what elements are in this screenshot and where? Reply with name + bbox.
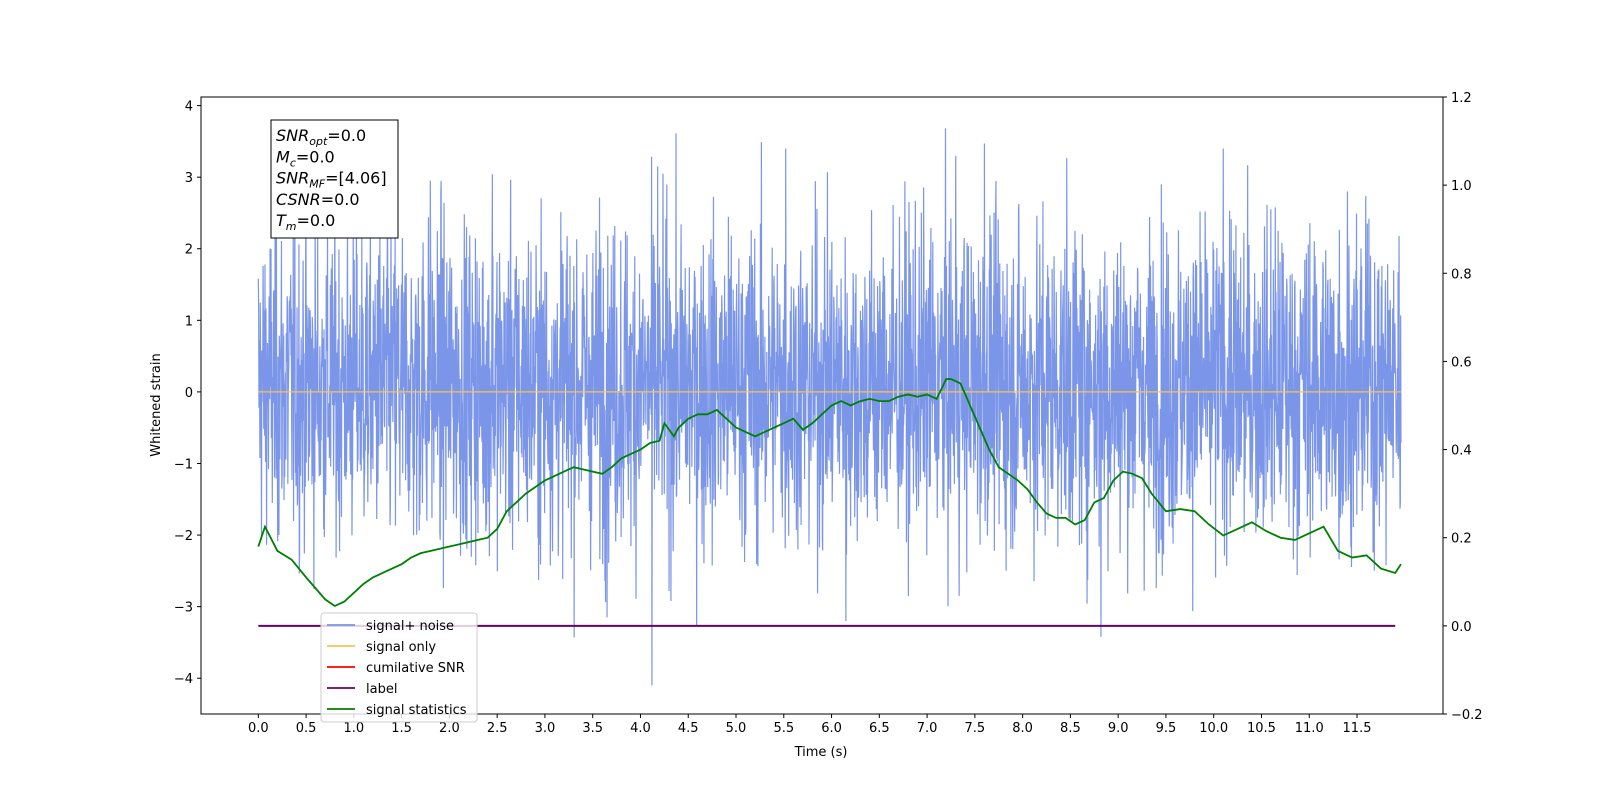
x-tick-label: 5.5 bbox=[773, 721, 794, 736]
x-tick-label: 6.0 bbox=[821, 721, 842, 736]
x-tick-label: 6.5 bbox=[869, 721, 890, 736]
x-tick-label: 8.0 bbox=[1012, 721, 1033, 736]
x-axis-title: Time (s) bbox=[794, 745, 848, 760]
x-tick-label: 2.5 bbox=[487, 721, 508, 736]
y2-tick-label: −0.2 bbox=[1451, 708, 1483, 723]
x-tick-label: 9.0 bbox=[1108, 721, 1129, 736]
x-tick-label: 9.5 bbox=[1156, 721, 1177, 736]
x-tick-label: 2.0 bbox=[439, 721, 460, 736]
x-tick-label: 7.0 bbox=[917, 721, 938, 736]
x-tick-label: 10.0 bbox=[1199, 721, 1228, 736]
x-tick-label: 11.0 bbox=[1295, 721, 1324, 736]
x-tick-label: 1.0 bbox=[344, 721, 365, 736]
x-tick-label: 7.5 bbox=[965, 721, 986, 736]
y-axis-left: 4 3 2 1 0 −1 −2 −3 −4 bbox=[174, 100, 201, 687]
y2-tick-label: 0.2 bbox=[1451, 532, 1472, 547]
y2-tick-label: 0.8 bbox=[1451, 267, 1472, 282]
x-tick-label: 0.0 bbox=[248, 721, 269, 736]
x-tick-label: 8.5 bbox=[1060, 721, 1081, 736]
x-tick-label: 1.5 bbox=[391, 721, 412, 736]
legend-frame bbox=[320, 612, 478, 723]
stats-line: Mc=0.0 bbox=[276, 147, 335, 169]
plot-frame bbox=[200, 96, 1444, 715]
x-tick-label: 3.5 bbox=[582, 721, 603, 736]
y-tick-label: 1 bbox=[185, 314, 193, 329]
stats-line: SNRopt=0.0 bbox=[276, 126, 366, 148]
y-tick-label: 3 bbox=[185, 171, 193, 186]
stats-box-frame bbox=[270, 119, 399, 239]
legend-label: signal only bbox=[366, 640, 436, 655]
y2-tick-label: 0.0 bbox=[1451, 620, 1472, 635]
x-tick-label: 4.5 bbox=[678, 721, 699, 736]
stats-line: CSNR=0.0 bbox=[276, 190, 360, 209]
stats-line: Tm=0.0 bbox=[276, 211, 335, 233]
legend-label: label bbox=[366, 682, 397, 697]
x-tick-label: 10.5 bbox=[1247, 721, 1276, 736]
legend-label: signal+ noise bbox=[366, 619, 454, 634]
y-tick-label: −3 bbox=[174, 601, 193, 616]
signal-noise-line bbox=[257, 128, 1402, 686]
y2-tick-label: 0.6 bbox=[1451, 355, 1472, 370]
y-tick-label: −4 bbox=[174, 672, 193, 687]
x-tick-label: 3.0 bbox=[535, 721, 556, 736]
y-tick-label: 0 bbox=[185, 386, 193, 401]
y2-tick-label: 1.2 bbox=[1451, 91, 1472, 106]
legend-label: signal statistics bbox=[366, 703, 467, 718]
y-tick-label: −2 bbox=[174, 529, 193, 544]
x-tick-label: 11.5 bbox=[1343, 721, 1372, 736]
signal-noise-series bbox=[257, 128, 1402, 686]
y-axis-right: 1.2 1.0 0.8 0.6 0.4 0.2 0.0 −0.2 bbox=[1443, 91, 1483, 723]
y2-tick-label: 0.4 bbox=[1451, 444, 1472, 459]
y2-tick-label: 1.0 bbox=[1451, 179, 1472, 194]
legend: signal+ noise signal only cumilative SNR la… bbox=[320, 612, 478, 723]
stats-line: SNRMF=[4.06] bbox=[276, 169, 387, 191]
x-tick-label: 5.0 bbox=[726, 721, 747, 736]
y-tick-label: −1 bbox=[174, 457, 193, 472]
y-axis-title: Whitened strain bbox=[149, 353, 164, 456]
legend-label: cumilative SNR bbox=[366, 661, 465, 676]
y-tick-label: 2 bbox=[185, 243, 193, 258]
x-axis: 0.0 0.5 1.0 1.5 2.0 2.5 3.0 3.5 4.0 4.5 5.0 5.5 6.0 6… bbox=[248, 714, 1372, 736]
x-tick-label: 0.5 bbox=[296, 721, 317, 736]
signal-statistics-line bbox=[257, 378, 1402, 608]
y-tick-label: 4 bbox=[185, 100, 193, 115]
x-tick-label: 4.0 bbox=[630, 721, 651, 736]
